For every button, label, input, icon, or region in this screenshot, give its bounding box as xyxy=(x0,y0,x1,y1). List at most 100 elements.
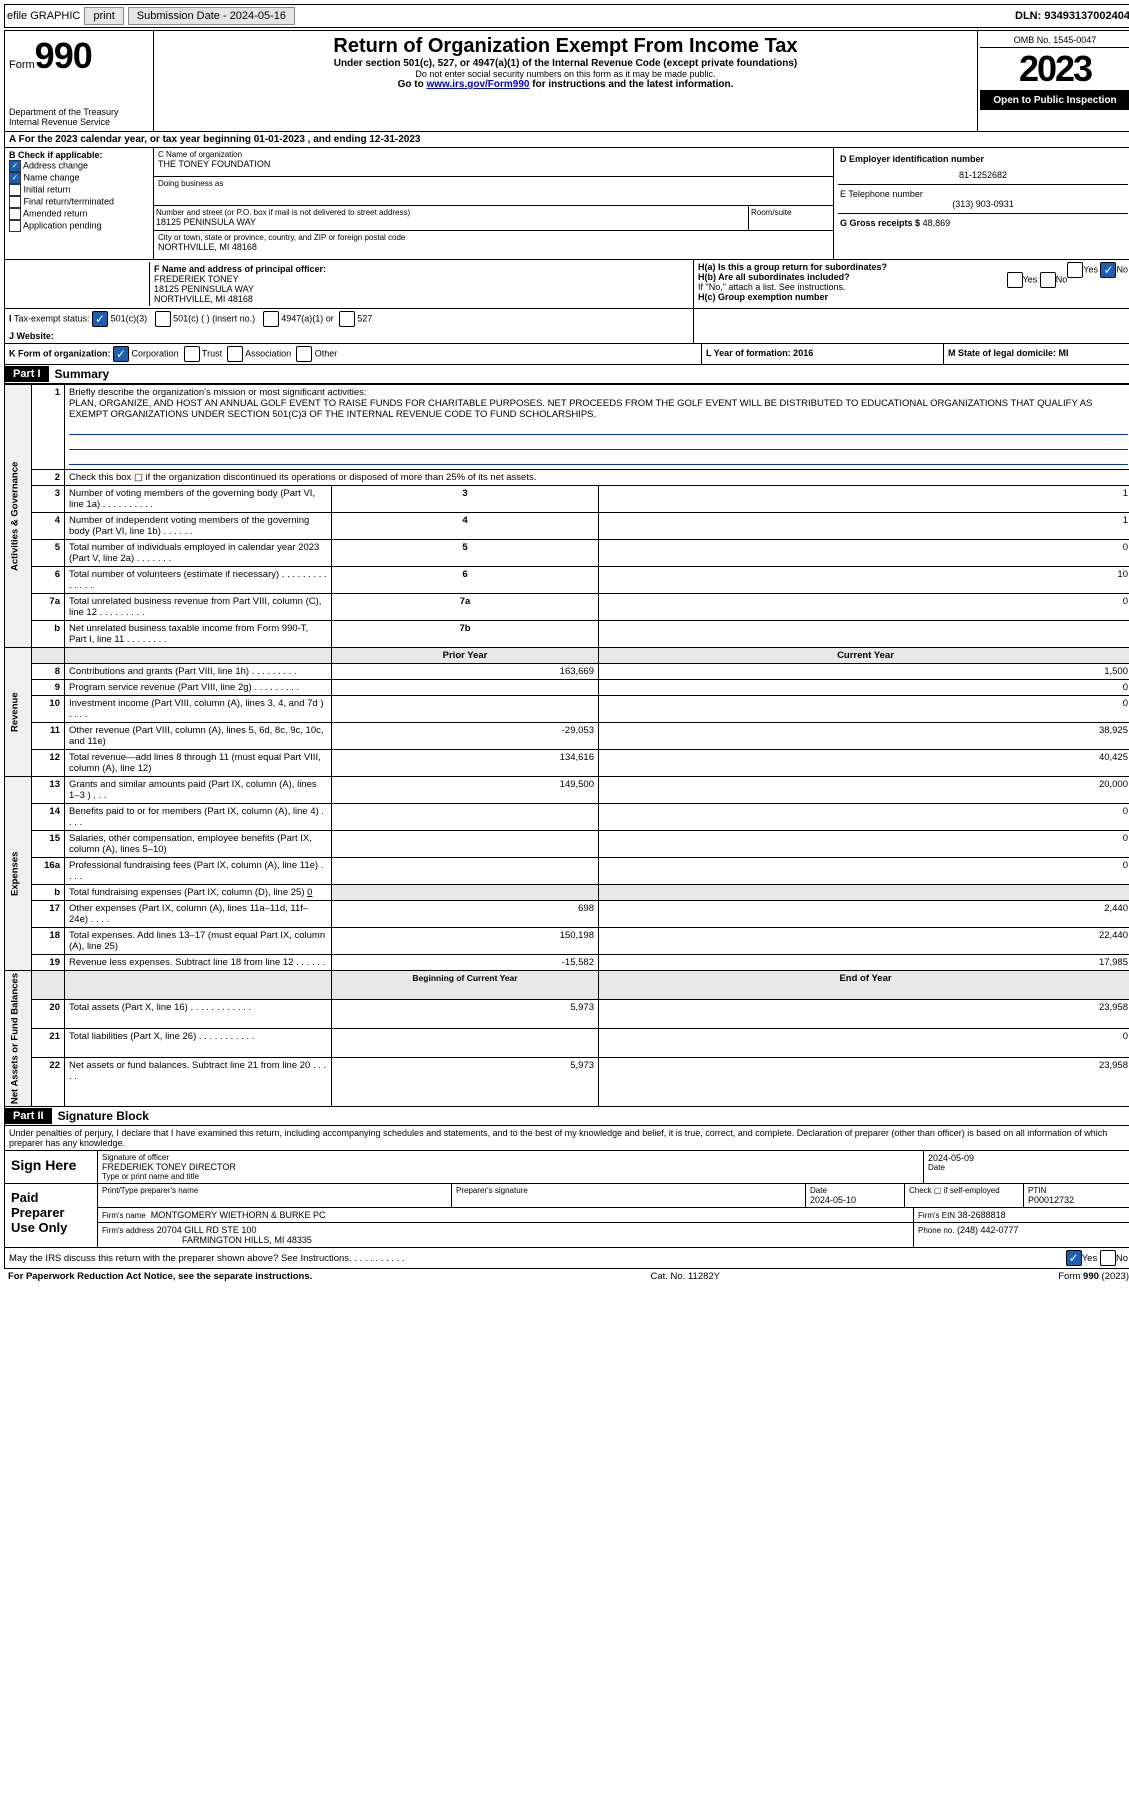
v5: 0 xyxy=(599,540,1129,567)
l6-text: Total number of volunteers (estimate if … xyxy=(65,567,332,594)
p12: 134,616 xyxy=(332,750,599,777)
form-org-label: K Form of organization: xyxy=(9,348,111,358)
check-app-pending: Application pending xyxy=(9,220,149,232)
firm-addr2: FARMINGTON HILLS, MI 48335 xyxy=(182,1235,312,1245)
ln-19: 19 xyxy=(32,955,65,971)
c15: 0 xyxy=(599,831,1129,858)
org-form-row: K Form of organization: ✓ Corporation Tr… xyxy=(4,344,1129,365)
officer-name: FREDERIEK TONEY xyxy=(154,274,685,284)
type-name-label: Type or print name and title xyxy=(102,1172,919,1181)
c20: 23,958 xyxy=(599,1000,1129,1029)
l9-text: Program service revenue (Part VIII, line… xyxy=(65,680,332,696)
goto-pre: Go to xyxy=(398,79,427,90)
check-final: Final return/terminated xyxy=(9,196,149,208)
discuss-yes-check[interactable]: ✓ xyxy=(1066,1250,1082,1266)
self-employed-check: Check ▢ if self-employed xyxy=(905,1184,1024,1207)
ln-3: 3 xyxy=(32,486,65,513)
side-expenses: Expenses xyxy=(5,777,32,971)
ln-4: 4 xyxy=(32,513,65,540)
side-revenue: Revenue xyxy=(5,648,32,777)
p9 xyxy=(332,680,599,696)
c17: 2,440 xyxy=(599,901,1129,928)
box-7b: 7b xyxy=(332,621,599,648)
lbl-corp: Corporation xyxy=(132,348,179,358)
irs-link[interactable]: www.irs.gov/Form990 xyxy=(426,79,529,90)
check-501c[interactable] xyxy=(155,311,171,327)
p10 xyxy=(332,696,599,723)
c19: 17,985 xyxy=(599,955,1129,971)
p11: -29,053 xyxy=(332,723,599,750)
firm-addr1: 20704 GILL RD STE 100 xyxy=(157,1225,257,1235)
hb-label: H(b) Are all subordinates included? xyxy=(698,272,850,282)
street: 18125 PENINSULA WAY xyxy=(156,217,746,227)
firm-ein: 38-2688818 xyxy=(958,1210,1006,1220)
check-501c3[interactable]: ✓ xyxy=(92,311,108,327)
submission-date-button[interactable]: Submission Date - 2024-05-16 xyxy=(128,7,295,25)
ha-label: H(a) Is this a group return for subordin… xyxy=(698,262,887,272)
ln-9: 9 xyxy=(32,680,65,696)
lbl-assoc: Association xyxy=(245,348,291,358)
hb-no-check[interactable] xyxy=(1040,272,1056,288)
check-other[interactable] xyxy=(296,346,312,362)
l1-text: Briefly describe the organization's miss… xyxy=(69,387,367,398)
ln-7a: 7a xyxy=(32,594,65,621)
part2-title: Signature Block xyxy=(52,1107,155,1125)
l8-text: Contributions and grants (Part VIII, lin… xyxy=(65,664,332,680)
hdr-prior: Prior Year xyxy=(332,648,599,664)
p19: -15,582 xyxy=(332,955,599,971)
ln-2: 2 xyxy=(32,470,65,486)
identity-section: B Check if applicable: ✓ Address change … xyxy=(4,148,1129,260)
ln-8: 8 xyxy=(32,664,65,680)
l10-text: Investment income (Part VIII, column (A)… xyxy=(65,696,332,723)
lbl-trust: Trust xyxy=(202,348,222,358)
print-button[interactable]: print xyxy=(84,7,123,25)
mission-line xyxy=(69,422,1128,435)
box-b-header: B Check if applicable: xyxy=(9,150,149,160)
mission-text: PLAN, ORGANIZE, AND HOST AN ANNUAL GOLF … xyxy=(69,398,1092,420)
check-corp[interactable]: ✓ xyxy=(113,346,129,362)
lbl-527: 527 xyxy=(357,313,372,323)
v7b xyxy=(599,621,1129,648)
ha-no-check[interactable]: ✓ xyxy=(1100,262,1116,278)
p8: 163,669 xyxy=(332,664,599,680)
street-label: Number and street (or P.O. box if mail i… xyxy=(156,208,746,217)
check-trust[interactable] xyxy=(184,346,200,362)
l16b-pre: Total fundraising expenses (Part IX, col… xyxy=(69,887,305,898)
l17-text: Other expenses (Part IX, column (A), lin… xyxy=(65,901,332,928)
discuss-row: May the IRS discuss this return with the… xyxy=(4,1248,1129,1269)
firm-phone-label: Phone no. xyxy=(918,1226,954,1235)
ln-10: 10 xyxy=(32,696,65,723)
omb-number: OMB No. 1545-0047 xyxy=(980,33,1129,48)
ha-yes-check[interactable] xyxy=(1067,262,1083,278)
lbl-4947: 4947(a)(1) or xyxy=(281,313,334,323)
p20: 5,973 xyxy=(332,1000,599,1029)
side-governance: Activities & Governance xyxy=(5,385,32,648)
form-header: Form 990 Department of the Treasury Inte… xyxy=(4,30,1129,132)
l4-text: Number of independent voting members of … xyxy=(65,513,332,540)
p16a xyxy=(332,858,599,885)
officer-label: F Name and address of principal officer: xyxy=(154,264,685,274)
check-assoc[interactable] xyxy=(227,346,243,362)
firm-phone: (248) 442-0777 xyxy=(957,1225,1019,1235)
c14: 0 xyxy=(599,804,1129,831)
l13-text: Grants and similar amounts paid (Part IX… xyxy=(65,777,332,804)
app-pending-lbl: Application pending xyxy=(23,220,102,230)
city: NORTHVILLE, MI 48168 xyxy=(158,242,829,252)
ln-13: 13 xyxy=(32,777,65,804)
ln-14: 14 xyxy=(32,804,65,831)
firm-name-label: Firm's name xyxy=(102,1211,146,1220)
p22: 5,973 xyxy=(332,1058,599,1107)
discuss-no: No xyxy=(1116,1253,1128,1264)
prep-date: 2024-05-10 xyxy=(810,1195,900,1205)
c16a: 0 xyxy=(599,858,1129,885)
check-4947[interactable] xyxy=(263,311,279,327)
check-527[interactable] xyxy=(339,311,355,327)
discuss-no-check[interactable] xyxy=(1100,1250,1116,1266)
box-6: 6 xyxy=(332,567,599,594)
pra-notice: For Paperwork Reduction Act Notice, see … xyxy=(8,1271,312,1282)
ln-21: 21 xyxy=(32,1029,65,1058)
hb-yes-check[interactable] xyxy=(1007,272,1023,288)
sign-date: 2024-05-09 xyxy=(928,1153,1128,1163)
paid-preparer-label: Paid Preparer Use Only xyxy=(5,1184,98,1247)
l14-text: Benefits paid to or for members (Part IX… xyxy=(65,804,332,831)
